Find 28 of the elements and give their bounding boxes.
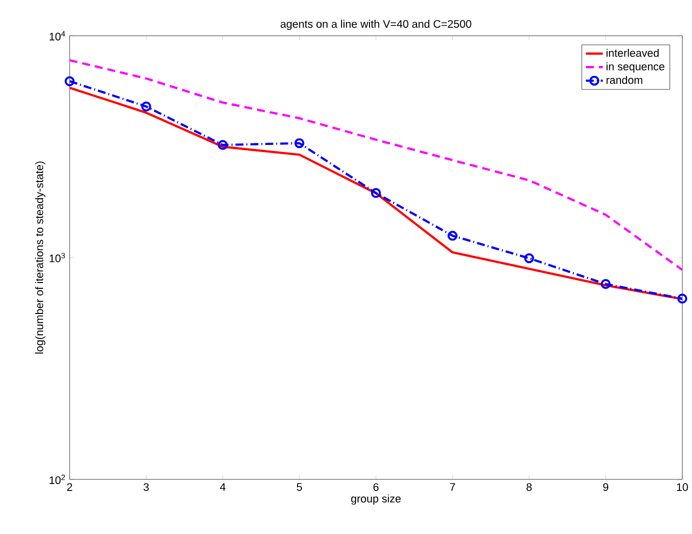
chart-title: agents on a line with V=40 and C=2500 [280, 20, 472, 30]
x-axis-title: group size [351, 494, 401, 505]
x-tick-label: 3 [144, 483, 149, 491]
x-tick-label: 4 [220, 483, 226, 491]
x-tick-label: 10 [677, 483, 688, 491]
line-series [70, 59, 682, 271]
point [600, 279, 611, 289]
legend-label: interleaved [606, 48, 659, 57]
y-tick-label: 10$^{4}$ [50, 31, 66, 40]
point [370, 188, 381, 198]
point [448, 230, 458, 241]
x-tick-label: 6 [373, 483, 379, 491]
point [141, 101, 152, 112]
point [218, 140, 228, 150]
point [294, 138, 304, 148]
point [64, 76, 75, 86]
x-tick-label: 8 [526, 483, 532, 491]
x-tick-label: 7 [450, 483, 456, 491]
y-tick-label: 10$^{3}$ [50, 252, 65, 262]
legend-label: random [606, 76, 642, 84]
point [677, 294, 688, 304]
x-tick-label: 5 [296, 483, 302, 491]
x-tick-label: 9 [603, 483, 608, 491]
y-tick-label: 10$^{2}$ [50, 474, 65, 484]
y-axis-title: log(number of iterations to steady-state) [35, 162, 46, 354]
legend-label: in sequence [606, 62, 664, 73]
x-tick-label: 2 [67, 483, 72, 491]
point [524, 253, 534, 264]
